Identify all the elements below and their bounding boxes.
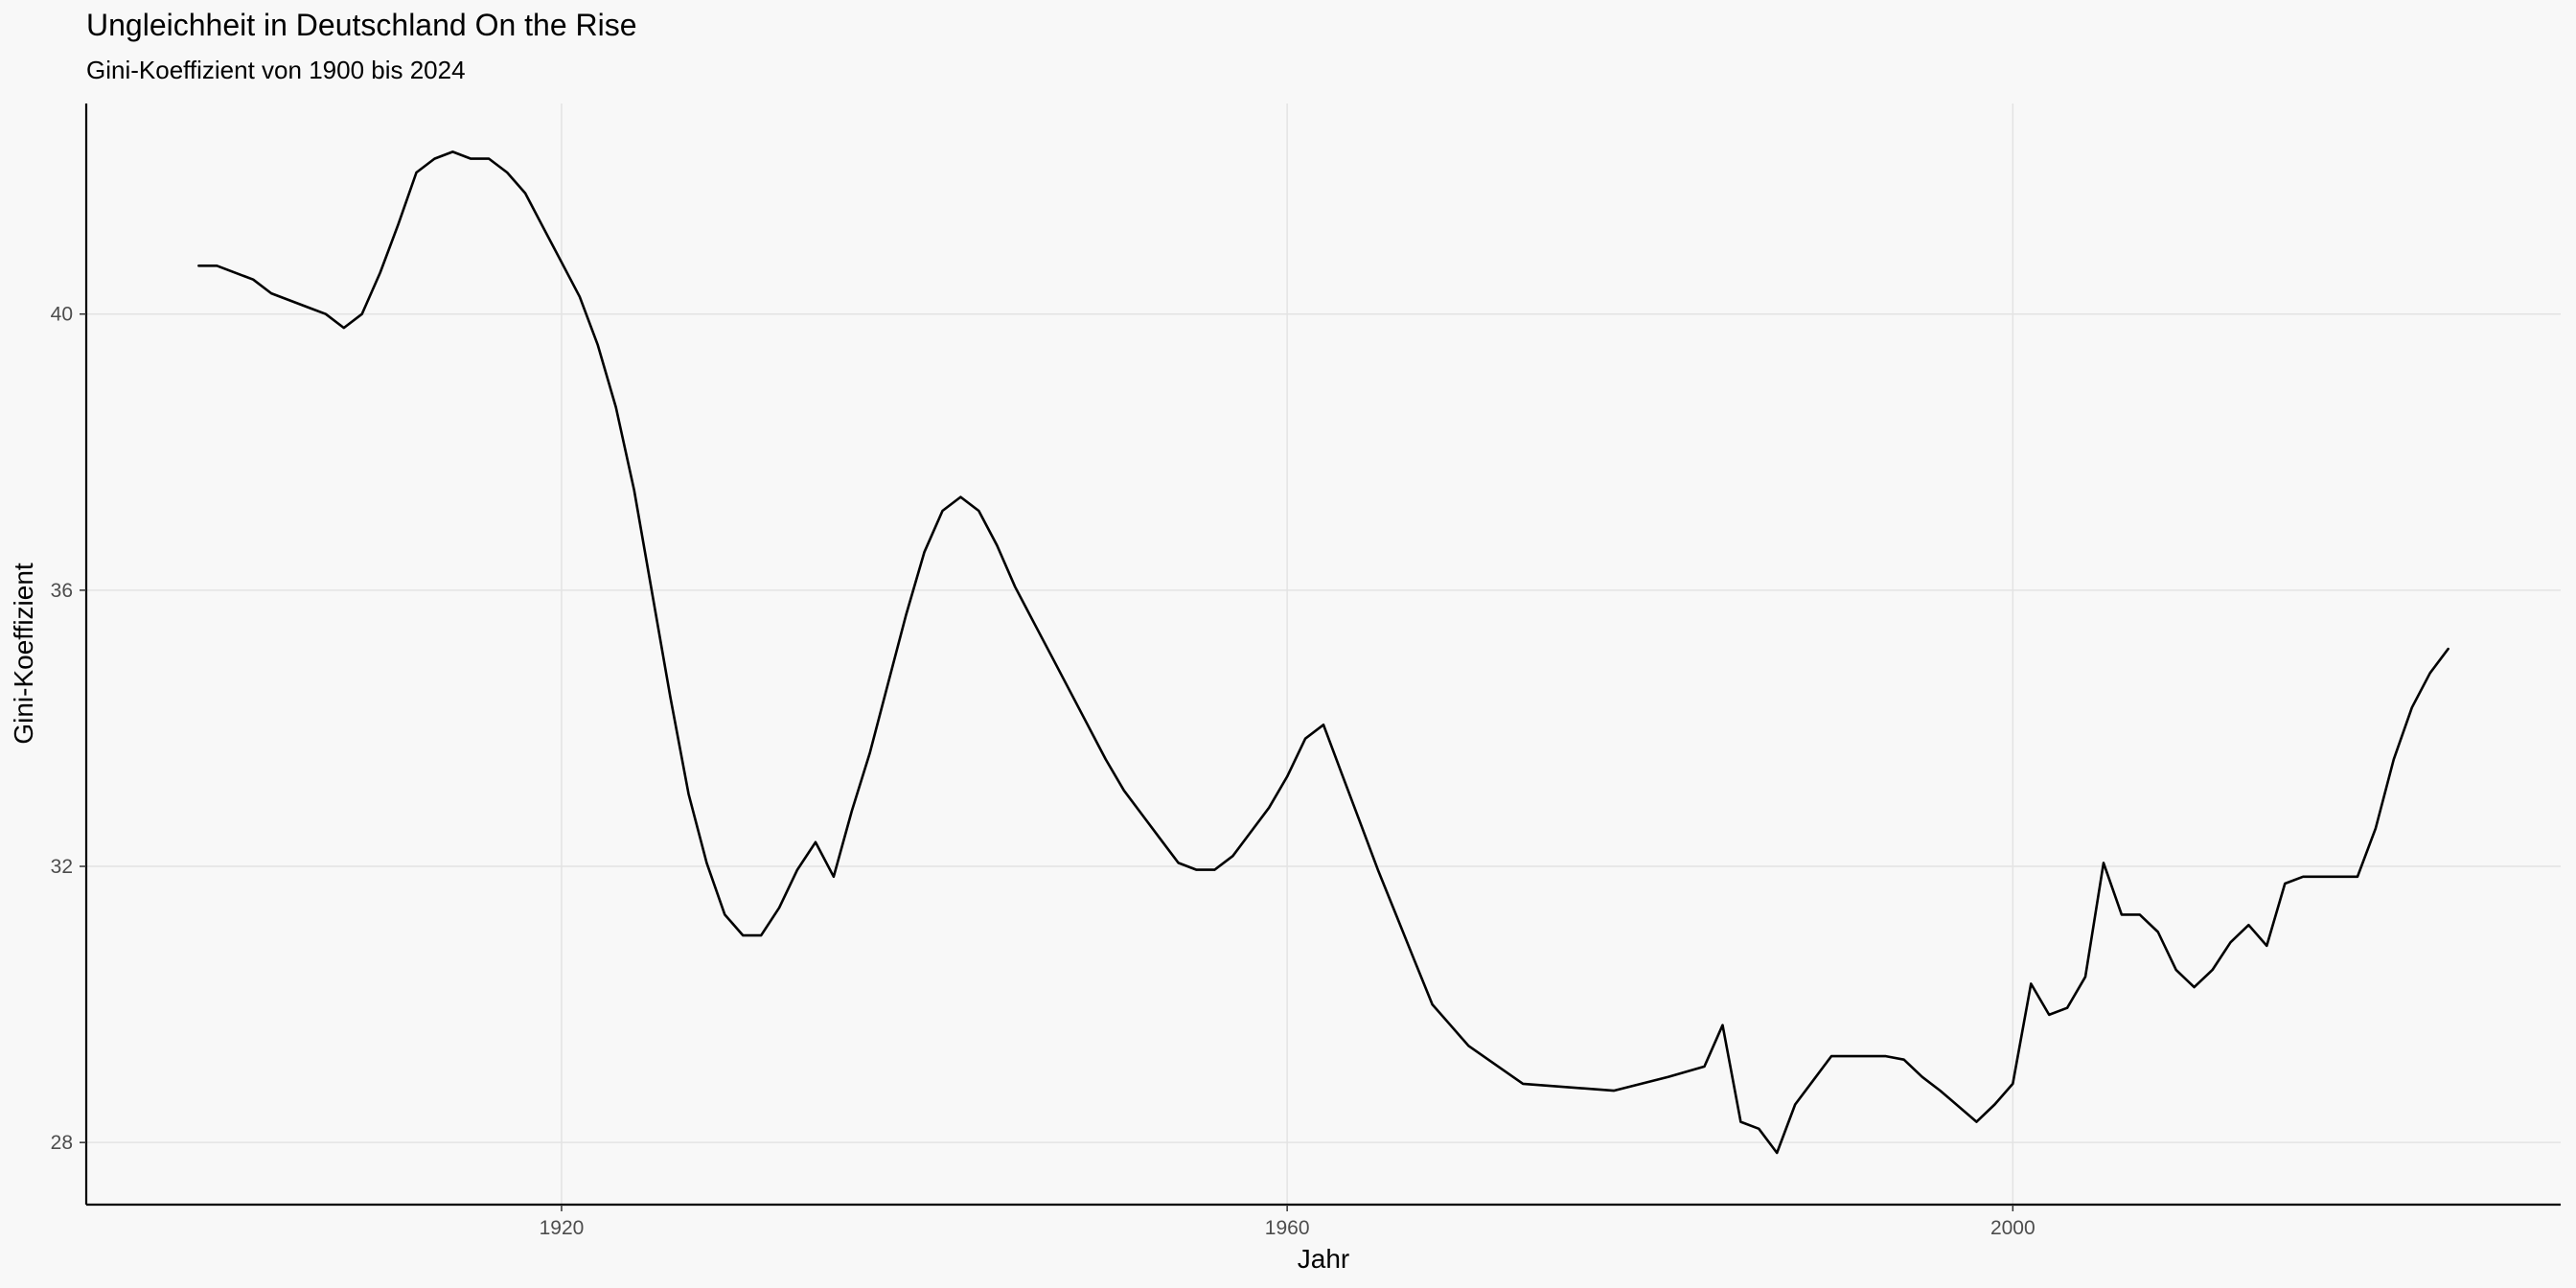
y-tick-label: 28 [51,1132,73,1154]
chart-title: Ungleichheit in Deutschland On the Rise [86,8,637,42]
y-tick-label: 36 [51,580,73,602]
y-tick-label: 40 [51,304,73,326]
chart-subtitle: Gini-Koeffizient von 1900 bis 2024 [86,56,466,84]
x-axis-title: Jahr [1298,1244,1349,1274]
series-line [197,150,2450,1155]
series-layer [197,150,2450,1155]
tick-labels: 1920 1960 2000 28 32 36 40 [51,304,2036,1239]
grid-lines [86,104,2561,1205]
x-tick-label: 2000 [1990,1217,2036,1239]
x-tick-label: 1920 [540,1217,585,1239]
axes [84,104,2561,1207]
x-tick-label: 1960 [1265,1217,1310,1239]
y-tick-label: 32 [51,856,73,878]
y-axis-title: Gini-Koeffizient [9,563,38,745]
